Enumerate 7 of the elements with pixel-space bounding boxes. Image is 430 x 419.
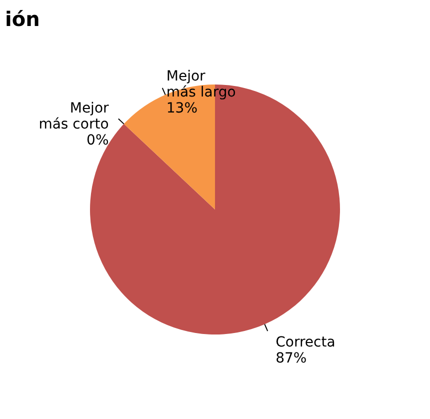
text: 0% <box>86 132 109 148</box>
data-label: 87% <box>276 350 307 367</box>
legend-label: Mejor más corto <box>38 100 110 132</box>
slice-label: Mejor más largo <box>166 68 236 100</box>
data-label: 13% <box>166 100 198 116</box>
slice-label: Correcta <box>276 334 336 351</box>
chart-title: ión <box>5 7 40 31</box>
